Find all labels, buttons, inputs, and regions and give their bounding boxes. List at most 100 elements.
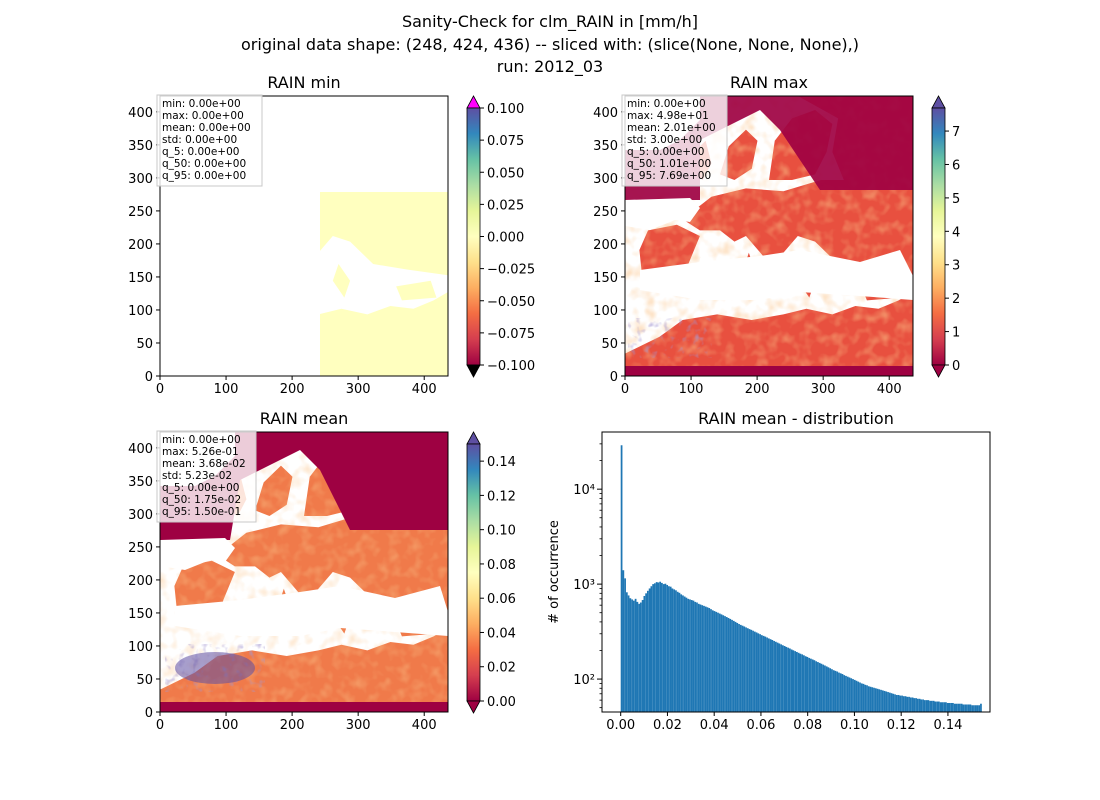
histogram-bar: [908, 696, 910, 712]
colorbar-tick-label: 0.00: [487, 695, 516, 710]
x-tick-label: 0.12: [887, 718, 916, 733]
y-tick-label: 50: [136, 673, 153, 688]
panel-distribution-ticks: 0.00 0.02 0.04 0.06 0.08 0.10 0.12 0.14 10² 10³ 10…: [573, 443, 962, 733]
histogram-bar: [689, 599, 691, 712]
histogram-bar: [732, 620, 735, 712]
histogram-bar: [846, 676, 849, 712]
histogram-bar: [717, 612, 719, 712]
histogram-bar: [794, 651, 796, 712]
colorbar-tick-label: −0.025: [487, 263, 535, 278]
stat-line: max: 5.26e-01: [162, 446, 239, 458]
histogram-bar: [838, 672, 840, 712]
panel-rain-max: RAIN max 0 100 200 300 400050100150200250300…: [593, 73, 960, 397]
histogram-bar: [631, 599, 633, 712]
stat-line: q_50: 1.75e-02: [162, 494, 241, 506]
histogram-bar: [922, 699, 924, 712]
histogram-bar: [748, 629, 751, 712]
histogram-bar: [818, 662, 821, 712]
y-tick-label: 0: [145, 706, 153, 721]
histogram-bar: [876, 688, 879, 712]
panel-rain-mean-colorbar: 0.14 0.12 0.10 0.08 0.06 0.04 0.02 0.00: [466, 431, 516, 714]
histogram-bar: [671, 588, 674, 712]
x-tick-label: 400: [412, 382, 437, 397]
histogram-bar: [743, 626, 746, 712]
histogram-bar: [974, 705, 977, 712]
histogram-bar: [824, 665, 826, 712]
histogram-bar: [778, 643, 781, 712]
x-tick-label: 200: [745, 382, 770, 397]
y-tick-label: 300: [128, 508, 153, 523]
colorbar-tick-label: 5: [952, 192, 960, 207]
colorbar-tick-label: 7: [952, 125, 960, 140]
histogram-bar: [666, 584, 669, 712]
histogram-bar: [874, 688, 877, 712]
y-tick-label: 100: [128, 640, 153, 655]
histogram-bar: [781, 645, 784, 712]
histogram-bar: [755, 632, 758, 712]
histogram-bar: [643, 595, 646, 712]
x-tick-label: 300: [346, 718, 371, 733]
histogram-bar: [950, 702, 953, 712]
panel-rain-mean-stats-box: min: 0.00e+00 max: 5.26e-01 mean: 3.68e-…: [156, 430, 257, 523]
histogram-bar: [810, 658, 812, 712]
colorbar-tick-label: 0.050: [487, 166, 524, 181]
stat-line: q_5: 0.00e+00: [627, 146, 704, 158]
histogram-bar: [869, 686, 872, 712]
histogram-bar: [703, 605, 705, 712]
histogram-bar: [657, 582, 660, 712]
stat-line: mean: 3.68e-02: [162, 458, 246, 470]
histogram-bar: [625, 592, 628, 712]
colorbar-gradient: [466, 107, 481, 366]
histogram-bar: [683, 596, 686, 712]
histogram-bar: [932, 700, 935, 712]
histogram-bar: [699, 604, 702, 712]
histogram-bar: [966, 704, 968, 712]
histogram-bar: [827, 667, 830, 712]
histogram-bar: [866, 685, 868, 712]
y-tick-label: 200: [128, 574, 153, 589]
colorbar-tick-label: −0.075: [487, 327, 535, 342]
histogram-bar: [902, 696, 905, 712]
histogram-bar: [787, 647, 789, 712]
histogram-bar: [945, 702, 947, 712]
histogram-bar: [669, 586, 672, 712]
histogram-bar: [948, 702, 951, 712]
colorbar-tick-label: 0.10: [487, 524, 516, 539]
x-tick-label: 300: [346, 382, 371, 397]
panel-rain-max-colorbar: 7 6 5 4 3 2 1 0: [931, 95, 960, 378]
colorbar-extend-min: [931, 364, 946, 378]
panel-rain-max-title: RAIN max: [730, 73, 808, 92]
histogram-bar: [780, 644, 782, 712]
y-tick-label: 10³: [573, 578, 595, 593]
histogram-bar: [788, 648, 791, 712]
histogram-bar: [650, 586, 653, 712]
stat-line: std: 3.00e+00: [627, 134, 702, 146]
y-tick-label: 100: [593, 304, 618, 319]
histogram-bar: [767, 638, 770, 712]
colorbar-extend-max: [466, 95, 481, 109]
colorbar-tick-label: 0.14: [487, 455, 516, 470]
histogram-bar: [901, 695, 903, 712]
histogram-bar: [962, 704, 965, 712]
colorbar-tick-label: 2: [952, 292, 960, 307]
stat-line: mean: 2.01e+00: [627, 122, 716, 134]
histogram-bar: [790, 649, 793, 712]
y-tick-label: 350: [593, 139, 618, 154]
histogram-bar: [622, 570, 625, 712]
histogram-bar: [881, 690, 884, 712]
histogram-bar: [803, 655, 805, 712]
histogram-bar: [634, 598, 637, 712]
x-tick-label: 0.00: [606, 718, 635, 733]
histogram-bar: [736, 622, 739, 712]
colorbar-extend-max: [466, 431, 481, 445]
colorbar-tick-label: 6: [952, 158, 960, 173]
y-tick-label: 150: [593, 271, 618, 286]
histogram-bar: [682, 595, 684, 712]
histogram-bar: [918, 698, 921, 712]
histogram-bar: [883, 690, 886, 712]
histogram-bar: [759, 634, 761, 712]
histogram-bar: [930, 700, 933, 712]
histogram-bar: [890, 693, 893, 712]
panel-rain-min-stats-box: min: 0.00e+00 max: 0.00e+00 mean: 0.00e+…: [156, 94, 263, 187]
panel-rain-min-ticks: 0 100 200 300 400 0 50 100 150 200 250 300 350 400: [128, 106, 436, 397]
